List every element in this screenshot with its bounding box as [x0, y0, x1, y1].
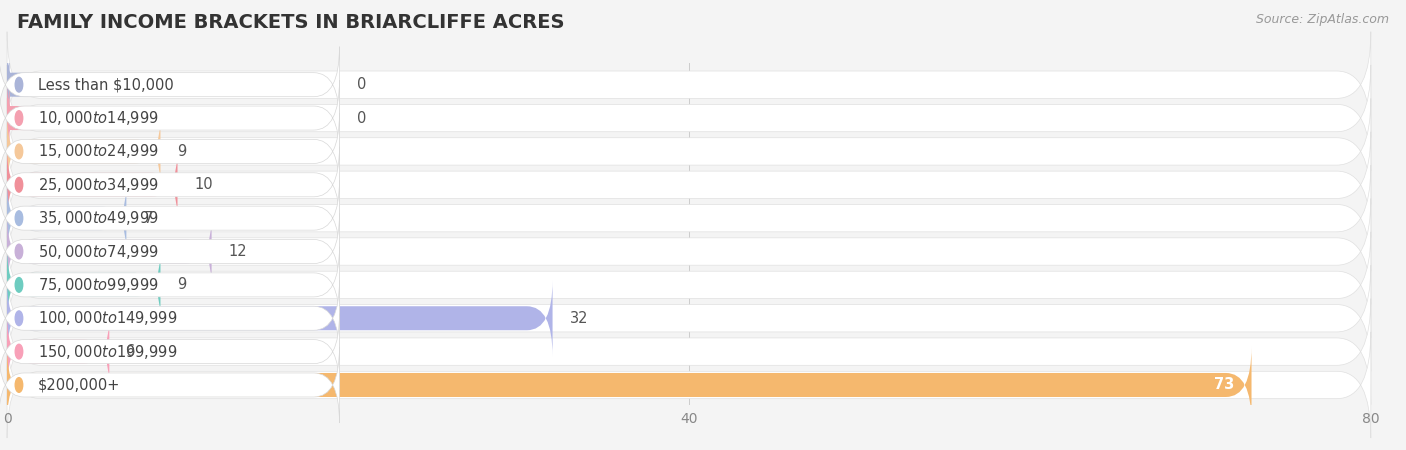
FancyBboxPatch shape — [0, 47, 339, 123]
Text: 0: 0 — [357, 77, 366, 92]
Text: $25,000 to $34,999: $25,000 to $34,999 — [38, 176, 159, 194]
Text: 73: 73 — [1215, 378, 1234, 392]
FancyBboxPatch shape — [7, 232, 1371, 338]
FancyBboxPatch shape — [7, 113, 160, 189]
FancyBboxPatch shape — [7, 32, 1371, 138]
Circle shape — [15, 244, 22, 259]
Text: 0: 0 — [357, 111, 366, 126]
Text: Source: ZipAtlas.com: Source: ZipAtlas.com — [1256, 14, 1389, 27]
FancyBboxPatch shape — [7, 213, 212, 289]
FancyBboxPatch shape — [0, 280, 339, 356]
Text: $200,000+: $200,000+ — [38, 378, 120, 392]
FancyBboxPatch shape — [7, 165, 1371, 271]
FancyBboxPatch shape — [7, 298, 1371, 405]
Text: Less than $10,000: Less than $10,000 — [38, 77, 173, 92]
Text: 9: 9 — [177, 144, 187, 159]
FancyBboxPatch shape — [0, 80, 339, 156]
Circle shape — [15, 344, 22, 359]
FancyBboxPatch shape — [0, 247, 339, 323]
Circle shape — [15, 177, 22, 192]
Circle shape — [15, 77, 22, 92]
FancyBboxPatch shape — [7, 332, 1371, 438]
Text: 10: 10 — [194, 177, 214, 192]
FancyBboxPatch shape — [0, 347, 339, 423]
Circle shape — [15, 211, 22, 225]
Text: FAMILY INCOME BRACKETS IN BRIARCLIFFE ACRES: FAMILY INCOME BRACKETS IN BRIARCLIFFE AC… — [17, 14, 564, 32]
Circle shape — [15, 311, 22, 326]
FancyBboxPatch shape — [7, 347, 1251, 423]
Circle shape — [15, 278, 22, 292]
FancyBboxPatch shape — [0, 314, 339, 390]
Text: 7: 7 — [143, 211, 153, 225]
Text: $75,000 to $99,999: $75,000 to $99,999 — [38, 276, 159, 294]
Circle shape — [15, 144, 22, 159]
FancyBboxPatch shape — [7, 147, 177, 223]
Text: $15,000 to $24,999: $15,000 to $24,999 — [38, 142, 159, 160]
FancyBboxPatch shape — [0, 80, 32, 156]
FancyBboxPatch shape — [7, 65, 1371, 171]
FancyBboxPatch shape — [7, 265, 1371, 371]
Text: $10,000 to $14,999: $10,000 to $14,999 — [38, 109, 159, 127]
FancyBboxPatch shape — [7, 198, 1371, 305]
Text: 9: 9 — [177, 277, 187, 292]
FancyBboxPatch shape — [0, 180, 339, 256]
Circle shape — [15, 378, 22, 392]
Text: $150,000 to $199,999: $150,000 to $199,999 — [38, 342, 177, 360]
FancyBboxPatch shape — [7, 247, 160, 323]
Text: 6: 6 — [127, 344, 135, 359]
FancyBboxPatch shape — [0, 213, 339, 289]
FancyBboxPatch shape — [0, 147, 339, 223]
Text: $35,000 to $49,999: $35,000 to $49,999 — [38, 209, 159, 227]
Text: $100,000 to $149,999: $100,000 to $149,999 — [38, 309, 177, 327]
FancyBboxPatch shape — [7, 132, 1371, 238]
FancyBboxPatch shape — [7, 280, 553, 356]
Text: 12: 12 — [229, 244, 247, 259]
Circle shape — [15, 111, 22, 126]
FancyBboxPatch shape — [7, 180, 127, 256]
Text: 32: 32 — [569, 311, 588, 326]
Text: $50,000 to $74,999: $50,000 to $74,999 — [38, 243, 159, 261]
FancyBboxPatch shape — [7, 314, 110, 390]
FancyBboxPatch shape — [0, 47, 32, 123]
FancyBboxPatch shape — [7, 99, 1371, 204]
FancyBboxPatch shape — [0, 113, 339, 189]
